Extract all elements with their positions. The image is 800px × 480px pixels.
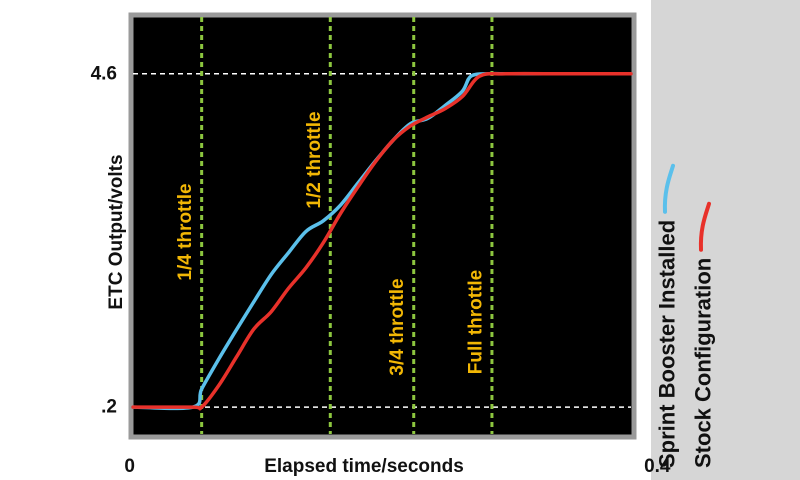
- x-tick-labels: 0 0.4: [124, 456, 671, 477]
- legend-label: Stock Configuration: [691, 258, 716, 468]
- series-lines: [131, 71, 633, 411]
- series-line: [131, 71, 633, 411]
- throttle-annotation: 1/4 throttle: [175, 183, 196, 280]
- legend-panel: [651, 0, 800, 480]
- throttle-lines: [200, 17, 494, 434]
- throttle-annotations: 1/4 throttle 1/2 throttle 3/4 throttle Full…: [175, 111, 486, 375]
- series-line: [131, 71, 633, 411]
- throttle-annotation: 1/2 throttle: [304, 111, 325, 208]
- legend-swatch: [662, 163, 675, 214]
- throttle-annotation: Full throttle: [465, 270, 486, 374]
- y-axis-label: ETC Output/volts: [106, 154, 127, 309]
- legend-swatch: [698, 201, 711, 252]
- x-tick-label: 0.4: [644, 456, 671, 477]
- plot-area: [128, 12, 637, 440]
- legend-label: Sprint Booster Installed: [655, 220, 680, 468]
- x-axis-label: Elapsed time/seconds: [264, 456, 464, 477]
- throttle-annotation: 3/4 throttle: [387, 278, 408, 375]
- y-tick-label: 4.6: [91, 63, 117, 84]
- x-tick-label: 0: [124, 456, 135, 477]
- y-tick-labels: .2 4.6: [91, 63, 117, 417]
- legend: Sprint Booster Installed Stock Configurat…: [655, 163, 716, 468]
- y-tick-label: .2: [101, 397, 117, 418]
